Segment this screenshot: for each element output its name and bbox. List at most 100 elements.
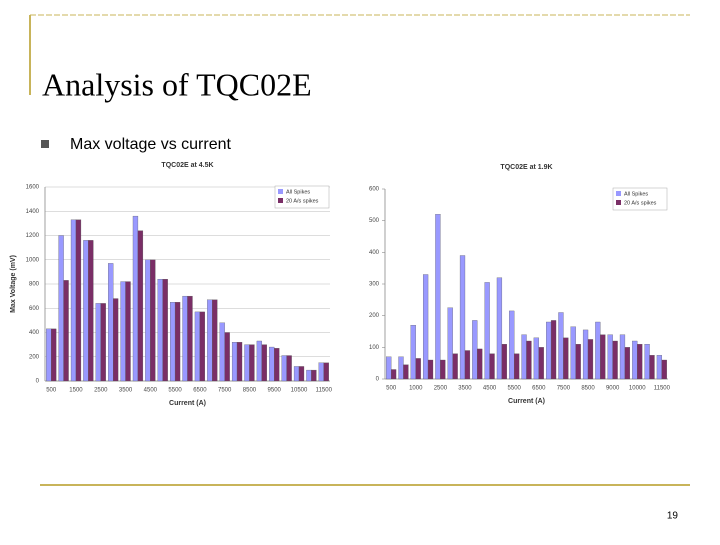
bar: [207, 299, 213, 382]
chart-title: TQC02E at 1.9K: [500, 164, 552, 171]
legend-box: [612, 187, 668, 211]
bar: [649, 355, 655, 380]
y-tick-label: 600: [369, 187, 380, 193]
bar: [219, 322, 225, 382]
page-number: 19: [667, 511, 679, 522]
bar: [570, 326, 576, 380]
bar: [249, 344, 255, 382]
legend-label: 20 A/s spikes: [624, 200, 657, 206]
bar: [410, 325, 416, 380]
x-tick-label: 11500: [316, 388, 333, 394]
x-tick-label: 9500: [268, 388, 282, 394]
bar: [170, 302, 176, 382]
bar: [514, 353, 520, 380]
bar: [656, 355, 662, 380]
bar: [150, 259, 156, 382]
bullet-text: Max voltage vs current: [70, 136, 232, 153]
x-axis-label: Current (A): [508, 398, 545, 405]
bar: [489, 353, 495, 380]
y-tick-label: 1000: [26, 257, 40, 263]
bar: [550, 320, 557, 380]
bar: [398, 356, 404, 380]
bar: [582, 329, 589, 380]
bullet-marker: [41, 140, 49, 148]
legend-swatch: [278, 198, 283, 203]
bar: [187, 295, 193, 382]
bar: [459, 255, 466, 380]
y-tick-label: 600: [29, 306, 40, 312]
bar: [261, 344, 267, 382]
x-tick-label: 9000: [606, 386, 620, 392]
bar: [274, 348, 280, 382]
bar: [323, 362, 329, 382]
bar: [125, 281, 131, 382]
bar: [546, 321, 552, 380]
y-tick-label: 200: [369, 313, 380, 319]
y-tick-label: 400: [369, 250, 380, 256]
bar: [281, 355, 287, 382]
bar: [63, 280, 69, 382]
bar: [607, 334, 613, 380]
bar: [132, 215, 139, 382]
bar: [477, 348, 483, 380]
y-tick-label: 0: [376, 377, 380, 383]
bar: [194, 311, 201, 382]
bar: [256, 340, 262, 382]
legend-swatch: [278, 189, 283, 194]
bar: [182, 295, 188, 382]
bar: [162, 278, 168, 382]
x-tick-label: 4500: [483, 386, 497, 392]
bar: [70, 219, 77, 382]
x-tick-label: 5500: [508, 386, 522, 392]
bar: [108, 263, 114, 382]
bar: [236, 342, 243, 382]
bar: [422, 274, 429, 380]
bar: [391, 369, 397, 380]
y-axis-label: Max Voltage (mV): [10, 255, 17, 313]
bar: [538, 347, 544, 380]
y-tick-label: 1200: [26, 233, 40, 239]
bar: [174, 302, 181, 382]
bar: [318, 362, 324, 382]
x-tick-label: 3500: [458, 386, 472, 392]
bar: [386, 356, 392, 380]
x-tick-label: 500: [386, 386, 397, 392]
bar: [199, 311, 205, 382]
bar: [484, 282, 490, 380]
bar: [661, 359, 667, 380]
bar: [113, 298, 119, 382]
bar: [452, 353, 458, 380]
y-tick-label: 1600: [26, 185, 40, 191]
bar: [293, 366, 300, 382]
legend-label: All Spikes: [624, 191, 648, 197]
bar: [95, 303, 101, 382]
bar: [447, 307, 453, 380]
y-tick-label: 400: [29, 330, 40, 336]
bar: [563, 337, 569, 380]
legend-swatch: [616, 200, 621, 205]
bar: [440, 359, 446, 380]
bar: [212, 299, 218, 382]
x-tick-label: 7500: [557, 386, 571, 392]
slide-title: Analysis of TQC02E: [42, 66, 312, 102]
bar: [521, 334, 527, 380]
x-tick-label: 500: [46, 388, 57, 394]
bar: [83, 240, 89, 382]
bar: [298, 366, 305, 382]
bar: [435, 214, 441, 380]
bar: [415, 358, 421, 380]
bar: [231, 342, 238, 382]
bar: [120, 281, 126, 382]
bar: [137, 230, 144, 382]
y-tick-label: 100: [369, 345, 380, 351]
x-tick-label: 10500: [291, 388, 308, 394]
bar: [51, 328, 57, 382]
x-tick-label: 6500: [193, 388, 207, 394]
x-tick-label: 3500: [119, 388, 133, 394]
x-tick-label: 7500: [218, 388, 232, 394]
y-tick-label: 800: [29, 282, 40, 288]
y-tick-label: 1400: [26, 209, 40, 215]
bar: [644, 344, 650, 380]
bar: [269, 346, 275, 382]
